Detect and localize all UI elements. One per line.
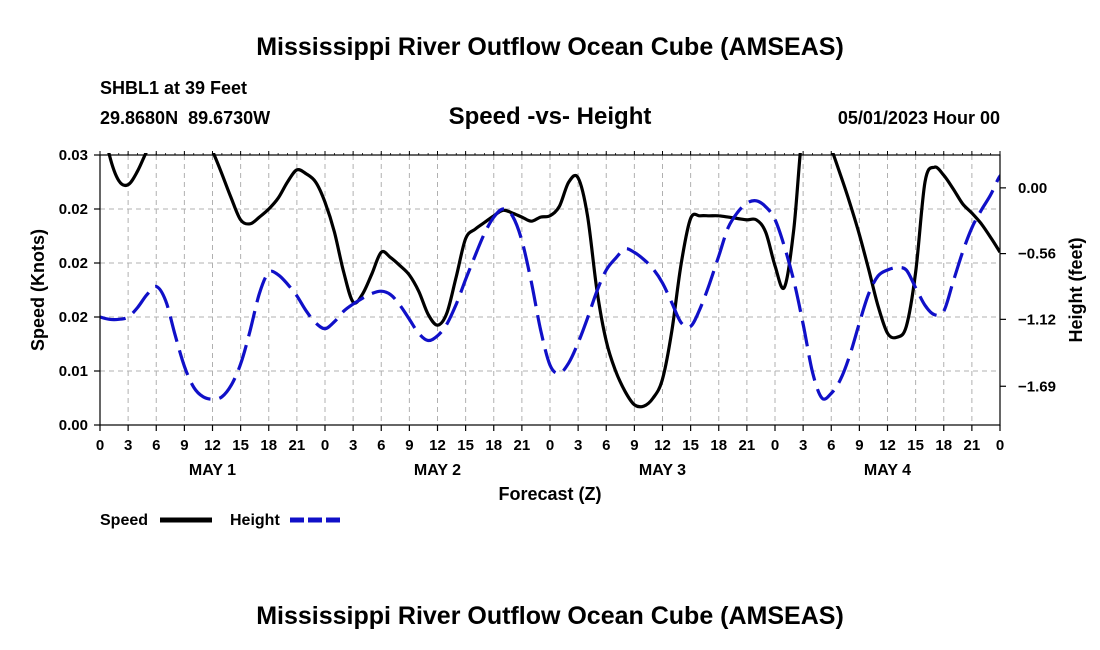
- date-label: 05/01/2023 Hour 00: [838, 108, 1000, 128]
- x-tick-label: 6: [377, 437, 385, 454]
- x-tick-label: 9: [630, 437, 638, 454]
- day-label: MAY 1: [189, 462, 236, 479]
- y-tick-label: 0.01: [59, 363, 88, 380]
- station-label: SHBL1 at 39 Feet: [100, 78, 247, 98]
- day-label: MAY 2: [414, 462, 461, 479]
- x-tick-label: 0: [546, 437, 554, 454]
- footer-title: Mississippi River Outflow Ocean Cube (AM…: [256, 602, 844, 630]
- legend-height-label: Height: [230, 512, 280, 529]
- day-label: MAY 3: [639, 462, 686, 479]
- x-tick-label: 15: [682, 437, 699, 454]
- x-tick-label: 3: [574, 437, 582, 454]
- series-height-line: [100, 173, 1000, 401]
- y2-tick-label: −1.12: [1018, 311, 1056, 328]
- x-tick-label: 0: [771, 437, 779, 454]
- x-tick-label: 9: [855, 437, 863, 454]
- x-tick-label: 21: [739, 437, 756, 454]
- series-group: [100, 153, 1000, 409]
- x-tick-label: 15: [232, 437, 249, 454]
- x-tick-label: 9: [405, 437, 413, 454]
- x-tick-label: 21: [514, 437, 531, 454]
- y-tick-label: 0.02: [59, 201, 88, 218]
- y-tick-label: 0.02: [59, 309, 88, 326]
- y-axis-title: Speed (Knots): [28, 229, 48, 351]
- grid-lines: [100, 155, 1000, 425]
- x-tick-label: 6: [152, 437, 160, 454]
- x-tick-label: 0: [96, 437, 104, 454]
- y-tick-labels: 0.00 0.01 0.02 0.02 0.02 0.03: [59, 147, 88, 434]
- x-tick-label: 3: [349, 437, 357, 454]
- x-tick-label: 12: [879, 437, 896, 454]
- y2-tick-label: −1.69: [1018, 378, 1056, 395]
- chart-title: Mississippi River Outflow Ocean Cube (AM…: [256, 33, 844, 61]
- x-tick-label: 9: [180, 437, 188, 454]
- x-tick-label: 18: [260, 437, 277, 454]
- day-labels: MAY 1 MAY 2 MAY 3 MAY 4: [189, 462, 911, 479]
- x-tick-label: 6: [827, 437, 835, 454]
- x-tick-label: 15: [907, 437, 924, 454]
- y2-tick-labels: −1.69 −1.12 −0.56 0.00: [1018, 180, 1056, 395]
- x-tick-label: 18: [710, 437, 727, 454]
- location-label: 29.8680N 89.6730W: [100, 108, 270, 128]
- x-tick-label: 15: [457, 437, 474, 454]
- y-tick-label: 0.03: [59, 147, 88, 164]
- day-label: MAY 4: [864, 462, 911, 479]
- legend-speed-label: Speed: [100, 512, 148, 529]
- legend: Speed Height: [100, 512, 342, 529]
- y-tick-label: 0.00: [59, 417, 88, 434]
- series-speed-line: [107, 153, 1000, 409]
- x-tick-label: 12: [654, 437, 671, 454]
- x-tick-label: 0: [996, 437, 1004, 454]
- y2-tick-label: 0.00: [1018, 180, 1047, 197]
- x-tick-label: 18: [485, 437, 502, 454]
- x-tick-label: 12: [429, 437, 446, 454]
- x-axis-title: Forecast (Z): [498, 484, 601, 504]
- x-tick-label: 21: [964, 437, 981, 454]
- x-tick-label: 18: [935, 437, 952, 454]
- y-tick-label: 0.02: [59, 255, 88, 272]
- axis-ticks: [94, 151, 1006, 431]
- chart-subtitle: Speed -vs- Height: [449, 103, 652, 130]
- x-tick-label: 3: [124, 437, 132, 454]
- x-tick-label: 6: [602, 437, 610, 454]
- x-tick-label: 21: [289, 437, 306, 454]
- x-tick-label: 3: [799, 437, 807, 454]
- y2-tick-label: −0.56: [1018, 246, 1056, 263]
- y2-axis-title: Height (feet): [1066, 238, 1086, 343]
- x-tick-label: 12: [204, 437, 221, 454]
- x-tick-labels: 0 3 6 9 12 15 18 21 0 3 6 9 12 15 18 21 0 3 6 9 12 15 18 21 0 3 6 9…: [96, 437, 1004, 454]
- x-tick-label: 0: [321, 437, 329, 454]
